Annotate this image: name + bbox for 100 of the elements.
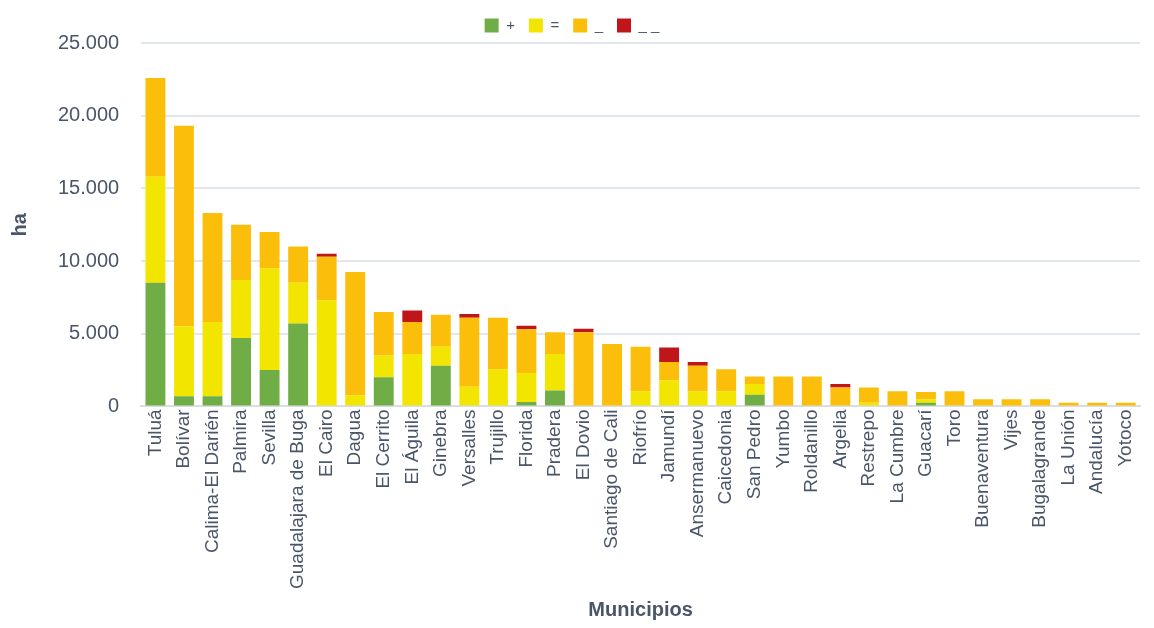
bar — [145, 282, 166, 406]
bar — [174, 396, 194, 406]
bar — [145, 77, 166, 177]
x-tick-label: Riofrío — [628, 409, 650, 466]
x-tick-label: Bugalagrande — [1028, 409, 1050, 528]
x-tick-label: Dagua — [343, 409, 365, 466]
y-tick-label: 0 — [108, 393, 120, 416]
y-tick-label: 15.000 — [58, 175, 120, 198]
x-tick-label: Trujillo — [486, 409, 508, 465]
bar — [630, 391, 651, 406]
bar — [659, 347, 680, 363]
x-tick-label: Bolívar — [172, 408, 194, 469]
bar — [430, 365, 451, 406]
bar — [288, 246, 309, 283]
x-tick-label: Argelia — [828, 409, 850, 469]
bar — [573, 332, 594, 406]
bar — [630, 346, 651, 392]
bar — [402, 322, 423, 355]
bar — [916, 391, 936, 400]
x-tick-label: Vijes — [999, 409, 1021, 451]
x-tick-label: Roldanillo — [800, 409, 822, 493]
x-tick-label: El Águila — [400, 409, 422, 485]
bar — [801, 376, 822, 406]
x-tick-label: Calima-El Darién — [200, 409, 222, 554]
bar — [430, 314, 451, 347]
bar — [1001, 399, 1022, 406]
bar — [316, 253, 337, 257]
x-tick-label: Florida — [514, 408, 536, 468]
bar — [487, 317, 508, 370]
x-tick-label: El Dovio — [571, 409, 593, 481]
bar — [973, 399, 993, 406]
bar — [288, 323, 309, 406]
bar — [459, 317, 480, 387]
bar — [174, 326, 194, 397]
y-tick-label: 20.000 — [58, 103, 120, 126]
x-tick-label: Sevilla — [257, 409, 279, 466]
bar — [659, 380, 680, 406]
bar — [402, 310, 423, 323]
bar — [459, 314, 480, 318]
x-tick-label: Palmira — [229, 408, 251, 474]
bar — [345, 395, 366, 406]
bar — [459, 386, 480, 406]
bar — [402, 354, 423, 406]
bar — [373, 377, 394, 406]
bar — [545, 332, 565, 355]
bar — [516, 402, 537, 406]
x-tick-label: Toro — [942, 409, 964, 447]
bar — [430, 346, 451, 366]
bar — [288, 282, 309, 324]
y-tick-label: 10.000 — [58, 248, 120, 271]
bar — [373, 311, 394, 356]
x-tick-label: Guadalajara de Buga — [286, 409, 308, 590]
legend-label: _ _ — [637, 15, 661, 33]
bar — [602, 343, 622, 406]
x-tick-label: El Cerrito — [371, 409, 393, 489]
bar — [231, 279, 251, 339]
bar — [716, 391, 737, 406]
bar — [316, 300, 337, 406]
y-axis-title: ha — [7, 212, 30, 237]
y-tick-label: 5.000 — [69, 321, 120, 344]
bar — [687, 391, 708, 406]
bar — [174, 125, 194, 327]
legend-label: = — [550, 15, 560, 33]
bar — [659, 362, 680, 381]
bar — [231, 224, 251, 280]
bar — [487, 369, 508, 406]
bar — [545, 354, 565, 391]
x-tick-label: Versalles — [457, 409, 479, 487]
x-axis-title: Municipios — [588, 597, 693, 620]
x-tick-label: Santiago de Cali — [600, 409, 622, 549]
bar — [1030, 399, 1051, 406]
x-tick-label: La Unión — [1056, 409, 1078, 486]
bar — [259, 231, 280, 269]
legend-label: + — [506, 15, 516, 33]
bar — [516, 372, 537, 403]
bar — [259, 268, 280, 371]
bar — [231, 338, 251, 406]
x-tick-label: Yumbo — [771, 409, 793, 469]
bar — [687, 362, 708, 366]
bar — [202, 213, 223, 323]
bar — [716, 369, 737, 392]
bar — [316, 256, 337, 301]
bar — [687, 365, 708, 392]
x-tick-label: La Cumbre — [885, 409, 907, 504]
bar — [773, 376, 794, 406]
bar — [830, 387, 851, 406]
x-tick-label: Yotoco — [1113, 409, 1135, 467]
bar — [744, 394, 765, 406]
x-tick-label: Ginebra — [429, 409, 451, 478]
legend-label: _ — [593, 15, 604, 33]
x-tick-label: Guacarí — [914, 408, 936, 478]
x-tick-label: Jamundí — [657, 408, 679, 483]
bar — [259, 370, 280, 406]
bar — [944, 391, 965, 406]
x-tick-label: Andalucía — [1085, 408, 1107, 494]
bar — [202, 396, 223, 406]
x-tick-label: Restrepo — [857, 409, 879, 487]
bar — [345, 271, 366, 396]
x-tick-label: El Cairo — [314, 409, 336, 477]
x-tick-label: Caicedonia — [714, 409, 736, 505]
